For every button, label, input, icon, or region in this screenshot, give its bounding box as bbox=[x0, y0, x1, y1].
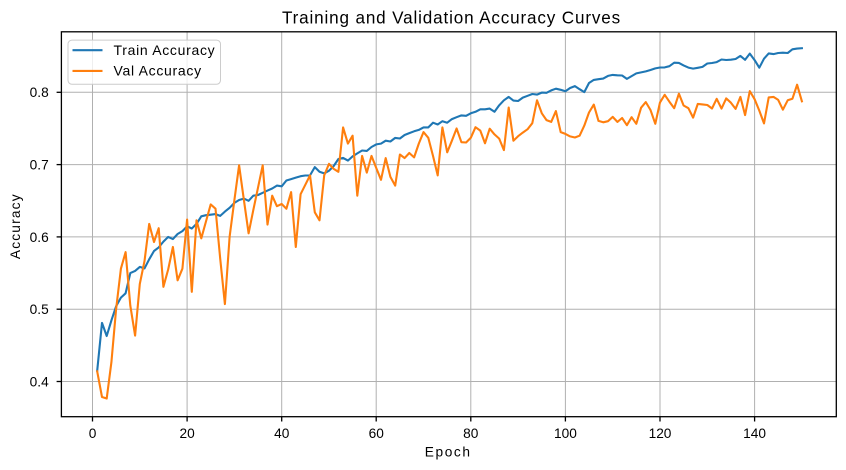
svg-text:Training and Validation Accura: Training and Validation Accuracy Curves bbox=[282, 9, 621, 28]
svg-text:140: 140 bbox=[743, 426, 766, 441]
svg-text:0.6: 0.6 bbox=[30, 230, 49, 245]
svg-text:0.4: 0.4 bbox=[30, 374, 49, 389]
svg-text:Val Accuracy: Val Accuracy bbox=[114, 63, 202, 79]
svg-text:100: 100 bbox=[554, 426, 577, 441]
svg-text:Accuracy: Accuracy bbox=[8, 193, 23, 259]
svg-text:Epoch: Epoch bbox=[425, 445, 472, 460]
svg-text:40: 40 bbox=[274, 426, 290, 441]
svg-text:0.8: 0.8 bbox=[30, 85, 49, 100]
svg-text:0: 0 bbox=[89, 426, 97, 441]
svg-text:120: 120 bbox=[649, 426, 672, 441]
svg-text:0.7: 0.7 bbox=[30, 158, 49, 173]
svg-text:Train Accuracy: Train Accuracy bbox=[114, 42, 216, 58]
svg-text:60: 60 bbox=[369, 426, 385, 441]
svg-text:80: 80 bbox=[463, 426, 479, 441]
svg-text:20: 20 bbox=[179, 426, 195, 441]
svg-text:0.5: 0.5 bbox=[30, 302, 49, 317]
